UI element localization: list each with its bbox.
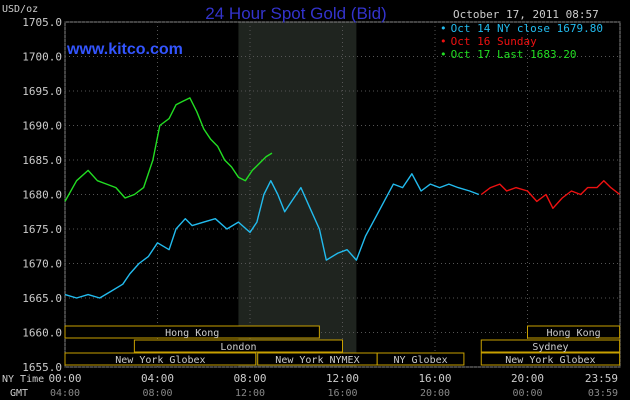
session-bar xyxy=(480,352,621,366)
x-tick-gmt: 04:00 xyxy=(50,388,80,399)
session-label: London xyxy=(220,342,256,353)
legend-oct17: • Oct 17 Last 1683.20 xyxy=(440,48,576,61)
series-layer xyxy=(64,97,621,299)
x-tick-ny: 20:00 xyxy=(511,372,544,385)
x-tick-ny: 04:00 xyxy=(141,372,174,385)
session-label: Hong Kong xyxy=(165,328,219,339)
session-label: New York NYMEX xyxy=(275,355,359,366)
grid-layer xyxy=(64,21,621,368)
watermark: www.kitco.com xyxy=(66,41,183,58)
y-tick-label: 1655.0 xyxy=(22,361,62,374)
y-tick-label: 1675.0 xyxy=(22,223,62,236)
legend: • Oct 14 NY close 1679.80 • Oct 16 Sunday … xyxy=(440,22,603,61)
chart-datetime: October 17, 2011 08:57 xyxy=(453,8,599,21)
unit-label: USD/oz xyxy=(2,4,38,15)
x-tick-ny: 12:00 xyxy=(326,372,359,385)
series-line-2 xyxy=(64,97,273,202)
session-label: New York Globex xyxy=(505,355,595,366)
session-bar xyxy=(480,339,621,353)
x-tick-ny: 00:00 xyxy=(48,372,81,385)
session-label: NY Globex xyxy=(393,355,447,366)
legend-oct14: • Oct 14 NY close 1679.80 xyxy=(440,22,603,35)
gmt-label: GMT xyxy=(10,388,28,399)
x-tick-gmt: 03:59 xyxy=(588,388,618,399)
y-tick-label: 1700.0 xyxy=(22,51,62,64)
x-tick-gmt: 08:00 xyxy=(142,388,172,399)
session-label: New York Globex xyxy=(115,355,205,366)
axis-layer: 1655.0 1660.0 1665.0 1670.0 1675.0 1680.0 1685… xyxy=(22,16,618,399)
series-line-1 xyxy=(480,180,621,209)
y-tick-label: 1685.0 xyxy=(22,154,62,167)
y-tick-label: 1695.0 xyxy=(22,85,62,98)
x-tick-ny: 16:00 xyxy=(418,372,451,385)
x-tick-gmt: 16:00 xyxy=(327,388,357,399)
series-line-0 xyxy=(64,173,480,299)
legend-oct16: • Oct 16 Sunday xyxy=(440,35,537,48)
y-tick-label: 1680.0 xyxy=(22,189,62,202)
session-label: Sydney xyxy=(532,342,568,353)
x-tick-ny: 23:59 xyxy=(585,372,618,385)
ny-time-label: NY Time xyxy=(2,374,44,385)
y-tick-label: 1705.0 xyxy=(22,16,62,29)
chart-title: 24 Hour Spot Gold (Bid) xyxy=(205,4,386,23)
session-label: Hong Kong xyxy=(546,328,600,339)
x-tick-gmt: 12:00 xyxy=(235,388,265,399)
session-bar xyxy=(133,339,343,353)
x-tick-gmt: 20:00 xyxy=(420,388,450,399)
y-tick-label: 1690.0 xyxy=(22,120,62,133)
session-bar xyxy=(376,352,465,366)
y-tick-label: 1665.0 xyxy=(22,292,62,305)
session-bar xyxy=(64,352,257,366)
y-tick-label: 1660.0 xyxy=(22,327,62,340)
x-tick-ny: 08:00 xyxy=(233,372,266,385)
y-tick-label: 1670.0 xyxy=(22,258,62,271)
session-bar xyxy=(64,325,320,339)
session-bar xyxy=(527,325,621,339)
x-tick-gmt: 00:00 xyxy=(512,388,542,399)
